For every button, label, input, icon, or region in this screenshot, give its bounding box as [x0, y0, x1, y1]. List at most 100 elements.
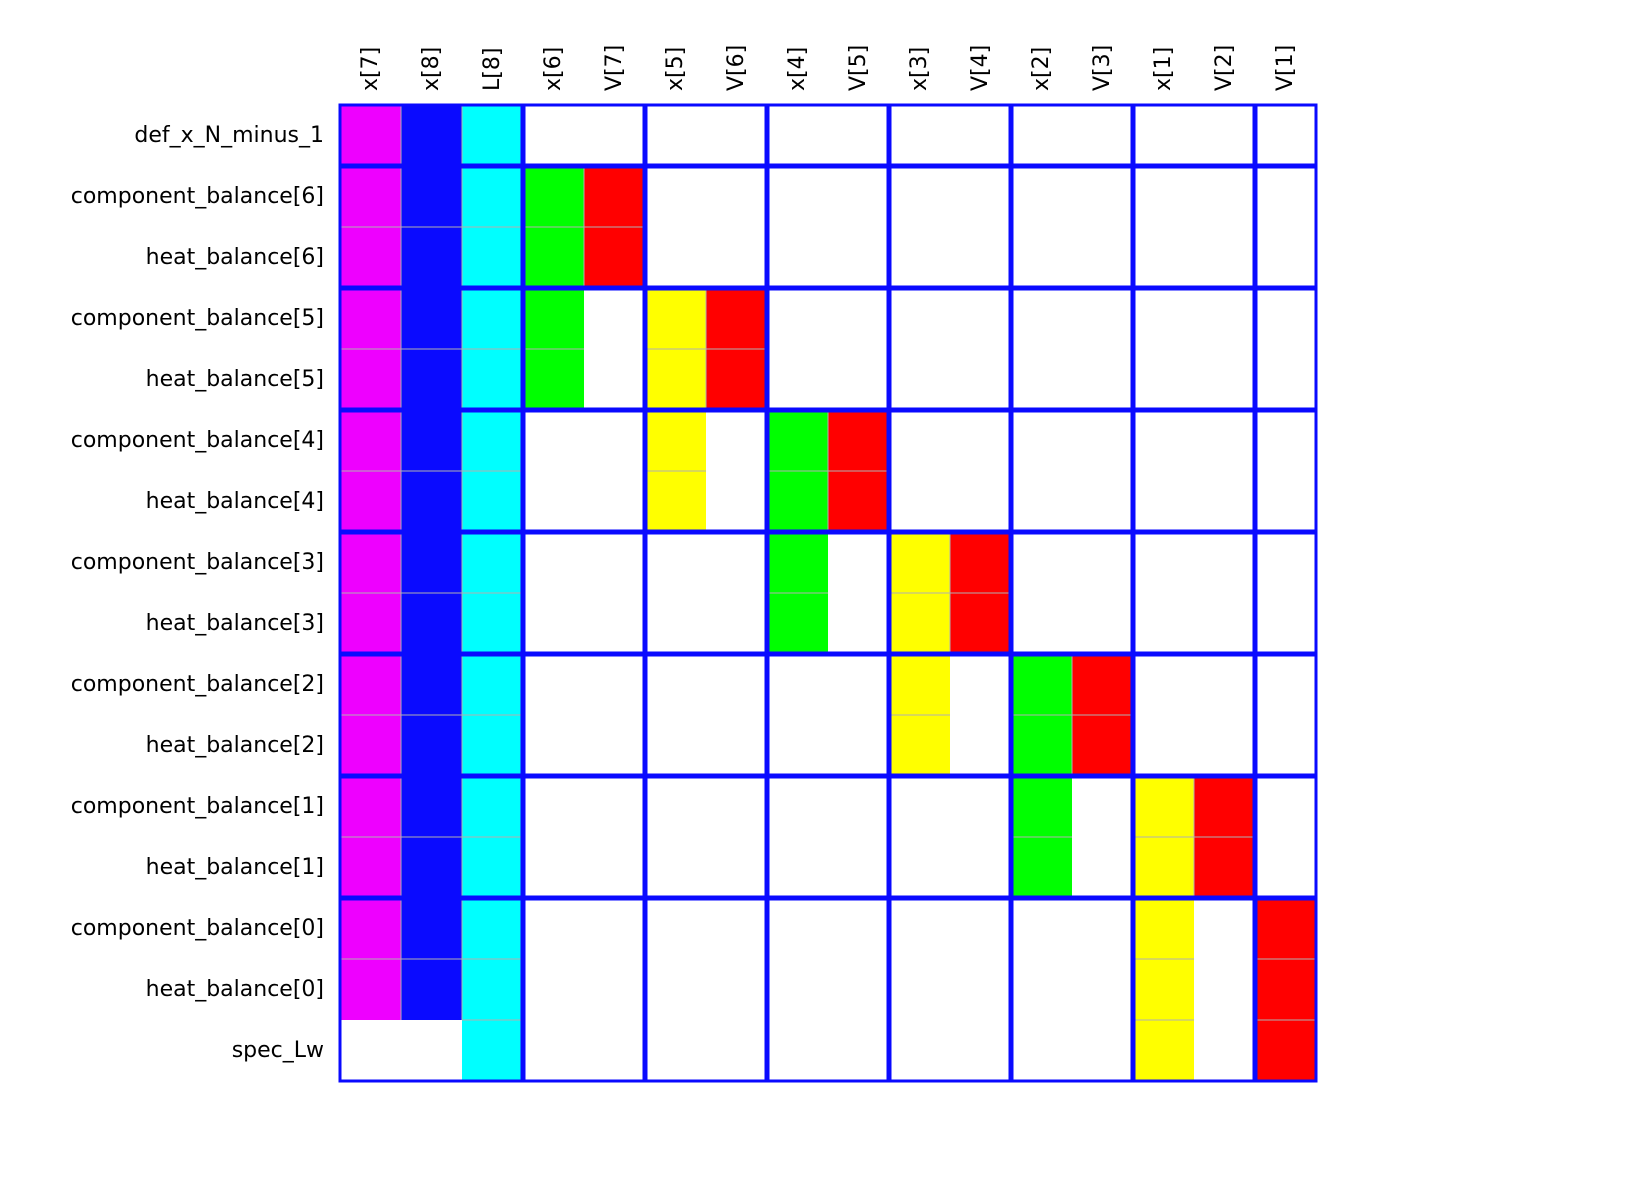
matrix-border: [338, 103, 1318, 1083]
cell-component_balance[4]-x[7]: [340, 410, 401, 471]
column-label: V[2]: [1212, 45, 1237, 91]
cell-component_balance[3]-x[4]: [767, 532, 828, 593]
cell-heat_balance[6]-x[8]: [401, 227, 462, 288]
cell-component_balance[6]-x[7]: [340, 166, 401, 227]
cell-heat_balance[1]-x[2]: [1011, 837, 1072, 898]
cell-component_balance[2]-L[8]: [462, 654, 523, 715]
cell-component_balance[3]-L[8]: [462, 532, 523, 593]
cell-heat_balance[0]-x[1]: [1133, 959, 1194, 1020]
cell-heat_balance[2]-x[3]: [889, 715, 950, 776]
cell-heat_balance[0]-x[8]: [401, 959, 462, 1020]
cell-component_balance[0]-V[1]: [1255, 898, 1316, 959]
column-label: V[4]: [968, 45, 993, 91]
row-label: component_balance[3]: [71, 550, 324, 575]
cell-def_x_N_minus_1-L[8]: [462, 105, 523, 166]
cell-component_balance[1]-L[8]: [462, 776, 523, 837]
cell-heat_balance[1]-x[7]: [340, 837, 401, 898]
cell-component_balance[1]-x[8]: [401, 776, 462, 837]
cell-heat_balance[3]-x[7]: [340, 593, 401, 654]
cell-heat_balance[1]-L[8]: [462, 837, 523, 898]
cell-component_balance[0]-x[7]: [340, 898, 401, 959]
cell-component_balance[4]-x[5]: [645, 410, 706, 471]
cell-heat_balance[5]-x[8]: [401, 349, 462, 410]
cell-heat_balance[2]-x[7]: [340, 715, 401, 776]
cell-heat_balance[4]-x[7]: [340, 471, 401, 532]
cell-heat_balance[0]-x[7]: [340, 959, 401, 1020]
cell-heat_balance[4]-V[5]: [828, 471, 889, 532]
cell-def_x_N_minus_1-x[8]: [401, 105, 462, 166]
column-label: x[5]: [663, 47, 688, 91]
column-label: V[1]: [1273, 45, 1298, 91]
row-label: component_balance[0]: [71, 916, 324, 941]
row-label: component_balance[5]: [71, 306, 324, 331]
row-label: heat_balance[3]: [146, 611, 324, 636]
cell-component_balance[4]-L[8]: [462, 410, 523, 471]
cell-heat_balance[5]-V[6]: [706, 349, 767, 410]
cell-component_balance[3]-V[4]: [950, 532, 1011, 593]
cell-heat_balance[5]-L[8]: [462, 349, 523, 410]
cell-component_balance[5]-x[8]: [401, 288, 462, 349]
row-label: component_balance[2]: [71, 672, 324, 697]
cell-heat_balance[5]-x[6]: [523, 349, 584, 410]
cell-component_balance[0]-x[8]: [401, 898, 462, 959]
cell-heat_balance[2]-x[2]: [1011, 715, 1072, 776]
cell-component_balance[3]-x[7]: [340, 532, 401, 593]
column-label: x[1]: [1151, 47, 1176, 91]
column-label: x[6]: [541, 47, 566, 91]
column-label: x[4]: [785, 47, 810, 91]
cell-spec_Lw-V[1]: [1255, 1020, 1316, 1081]
cell-component_balance[1]-x[2]: [1011, 776, 1072, 837]
cell-component_balance[6]-V[7]: [584, 166, 645, 227]
row-label: spec_Lw: [232, 1038, 324, 1063]
cell-heat_balance[4]-x[4]: [767, 471, 828, 532]
row-label: heat_balance[4]: [146, 489, 324, 514]
cell-heat_balance[6]-L[8]: [462, 227, 523, 288]
cell-component_balance[2]-V[3]: [1072, 654, 1133, 715]
cell-heat_balance[2]-x[8]: [401, 715, 462, 776]
cell-component_balance[1]-x[7]: [340, 776, 401, 837]
cell-component_balance[5]-x[5]: [645, 288, 706, 349]
column-label: V[3]: [1090, 45, 1115, 91]
cell-component_balance[1]-V[2]: [1194, 776, 1255, 837]
cell-heat_balance[6]-V[7]: [584, 227, 645, 288]
cell-component_balance[2]-x[2]: [1011, 654, 1072, 715]
cell-component_balance[4]-V[5]: [828, 410, 889, 471]
cell-spec_Lw-x[1]: [1133, 1020, 1194, 1081]
cell-heat_balance[5]-x[7]: [340, 349, 401, 410]
cell-component_balance[0]-L[8]: [462, 898, 523, 959]
cell-heat_balance[0]-V[1]: [1255, 959, 1316, 1020]
row-label: heat_balance[1]: [146, 855, 324, 880]
row-label: heat_balance[2]: [146, 733, 324, 758]
block-lines-layer: [338, 103, 1318, 1083]
row-label: heat_balance[5]: [146, 367, 324, 392]
cell-component_balance[4]-x[8]: [401, 410, 462, 471]
row-label: component_balance[1]: [71, 794, 324, 819]
cell-component_balance[2]-x[7]: [340, 654, 401, 715]
cell-component_balance[5]-x[7]: [340, 288, 401, 349]
cell-heat_balance[5]-x[5]: [645, 349, 706, 410]
column-label: x[3]: [907, 47, 932, 91]
cell-component_balance[2]-x[8]: [401, 654, 462, 715]
cell-heat_balance[4]-L[8]: [462, 471, 523, 532]
row-labels: def_x_N_minus_1 component_balance[6] heat_…: [71, 123, 324, 1063]
cell-heat_balance[3]-x[3]: [889, 593, 950, 654]
cell-component_balance[5]-L[8]: [462, 288, 523, 349]
column-label: x[8]: [419, 47, 444, 91]
cell-heat_balance[3]-x[4]: [767, 593, 828, 654]
thin-lines-layer: [340, 105, 1316, 1021]
cell-spec_Lw-L[8]: [462, 1020, 523, 1081]
cell-component_balance[5]-V[6]: [706, 288, 767, 349]
cell-component_balance[6]-L[8]: [462, 166, 523, 227]
cell-heat_balance[6]-x[6]: [523, 227, 584, 288]
column-label: V[5]: [846, 45, 871, 91]
row-label: def_x_N_minus_1: [134, 123, 324, 148]
cell-component_balance[3]-x[3]: [889, 532, 950, 593]
cell-component_balance[3]-x[8]: [401, 532, 462, 593]
column-labels: x[7] x[8] L[8] x[6] V[7] x[5] V[6] x[4] V[5] x[3]…: [358, 45, 1298, 91]
cell-component_balance[5]-x[6]: [523, 288, 584, 349]
column-label: V[6]: [724, 45, 749, 91]
cell-heat_balance[1]-x[8]: [401, 837, 462, 898]
cell-heat_balance[4]-x[5]: [645, 471, 706, 532]
cell-heat_balance[3]-L[8]: [462, 593, 523, 654]
